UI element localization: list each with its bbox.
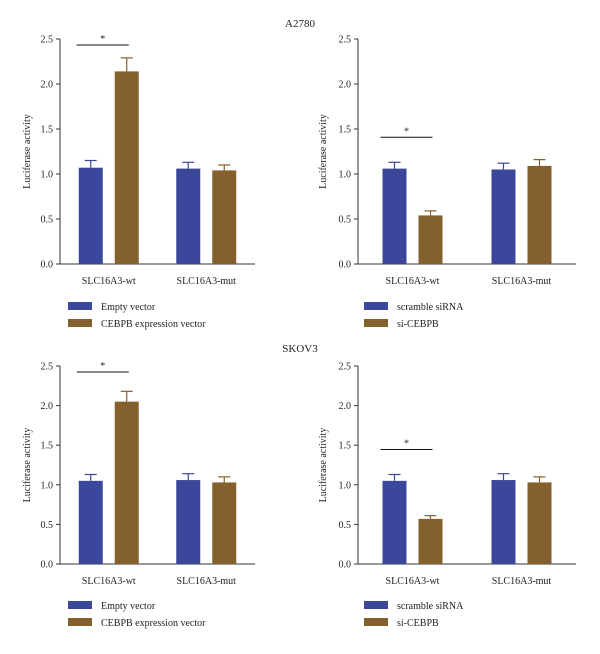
y-tick-label: 0.0	[41, 260, 54, 271]
y-tick-label: 0.5	[41, 520, 54, 531]
bar	[78, 480, 103, 564]
y-tick-label: 2.0	[41, 80, 54, 91]
y-tick-label: 0.0	[41, 560, 54, 571]
group-title-a2780: A2780	[285, 18, 315, 30]
y-tick-label: 2.0	[41, 401, 54, 412]
y-tick-label: 0.5	[339, 215, 352, 226]
legend-swatch	[68, 618, 92, 626]
bar	[114, 401, 139, 564]
x-tick-label: SLC16A3-mut	[492, 576, 552, 587]
bar	[527, 165, 552, 264]
y-axis-label: Luciferase activity	[318, 428, 329, 503]
y-axis-label: Luciferase activity	[22, 428, 33, 503]
legend-swatch	[364, 319, 388, 327]
y-tick-label: 2.0	[339, 80, 352, 91]
legend-label: CEBPB expression vector	[101, 618, 206, 629]
legend-label: si-CEBPB	[397, 319, 439, 330]
bar	[418, 518, 443, 564]
legend-swatch	[68, 319, 92, 327]
bar	[114, 71, 139, 265]
bar	[212, 482, 237, 564]
x-tick-label: SLC16A3-mut	[177, 576, 237, 587]
y-tick-label: 0.0	[339, 560, 352, 571]
y-tick-label: 1.5	[41, 441, 54, 452]
legend-swatch	[364, 618, 388, 626]
y-tick-label: 1.0	[41, 480, 54, 491]
bar	[382, 480, 407, 564]
x-tick-label: SLC16A3-wt	[82, 276, 136, 287]
bar	[176, 480, 201, 564]
legend-label: scramble siRNA	[397, 601, 464, 612]
bar	[78, 167, 103, 264]
y-axis-label: Luciferase activity	[318, 114, 329, 189]
legend-label: Empty vector	[101, 601, 156, 612]
y-tick-label: 2.5	[339, 35, 352, 46]
bar	[491, 169, 516, 264]
bar	[527, 482, 552, 564]
y-tick-label: 0.5	[339, 520, 352, 531]
group-title-skov3: SKOV3	[282, 343, 318, 355]
x-tick-label: SLC16A3-wt	[386, 576, 440, 587]
bar	[418, 215, 443, 264]
y-tick-label: 2.5	[339, 362, 352, 373]
y-tick-label: 0.5	[41, 215, 54, 226]
y-tick-label: 1.5	[41, 125, 54, 136]
y-tick-label: 2.5	[41, 35, 54, 46]
y-tick-label: 2.0	[339, 401, 352, 412]
significance-star: *	[404, 126, 409, 137]
y-axis-label: Luciferase activity	[22, 114, 33, 189]
legend-swatch	[68, 601, 92, 609]
x-tick-label: SLC16A3-mut	[492, 276, 552, 287]
significance-star: *	[404, 439, 409, 450]
x-tick-label: SLC16A3-wt	[386, 276, 440, 287]
chart-panel-a2780-knockdown: 0.0 0.5 1.0 1.5 2.0 2.5 Luciferase activity SLC…	[318, 35, 576, 330]
y-tick-label: 1.0	[41, 170, 54, 181]
legend-label: si-CEBPB	[397, 618, 439, 629]
bar	[212, 170, 237, 264]
significance-star: *	[100, 361, 105, 372]
legend-swatch	[68, 302, 92, 310]
chart-panel-skov3-overexpression: 0.0 0.5 1.0 1.5 2.0 2.5 Luciferase activity SLC…	[22, 361, 255, 629]
bar	[382, 168, 407, 264]
legend-label: scramble siRNA	[397, 302, 464, 313]
legend-swatch	[364, 302, 388, 310]
chart-panel-skov3-knockdown: 0.0 0.5 1.0 1.5 2.0 2.5 Luciferase activity SLC…	[318, 362, 576, 629]
y-tick-label: 1.0	[339, 170, 352, 181]
y-tick-label: 1.5	[339, 125, 352, 136]
chart-panel-a2780-overexpression: 0.0 0.5 1.0 1.5 2.0 2.5 Luciferase activity SLC…	[22, 34, 255, 330]
y-tick-label: 2.5	[41, 362, 54, 373]
legend-label: CEBPB expression vector	[101, 319, 206, 330]
significance-star: *	[100, 34, 105, 45]
legend-label: Empty vector	[101, 302, 156, 313]
x-tick-label: SLC16A3-wt	[82, 576, 136, 587]
legend-swatch	[364, 601, 388, 609]
y-tick-label: 1.5	[339, 441, 352, 452]
y-tick-label: 1.0	[339, 480, 352, 491]
x-tick-label: SLC16A3-mut	[177, 276, 237, 287]
bar	[491, 480, 516, 564]
y-tick-label: 0.0	[339, 260, 352, 271]
bar	[176, 168, 201, 264]
